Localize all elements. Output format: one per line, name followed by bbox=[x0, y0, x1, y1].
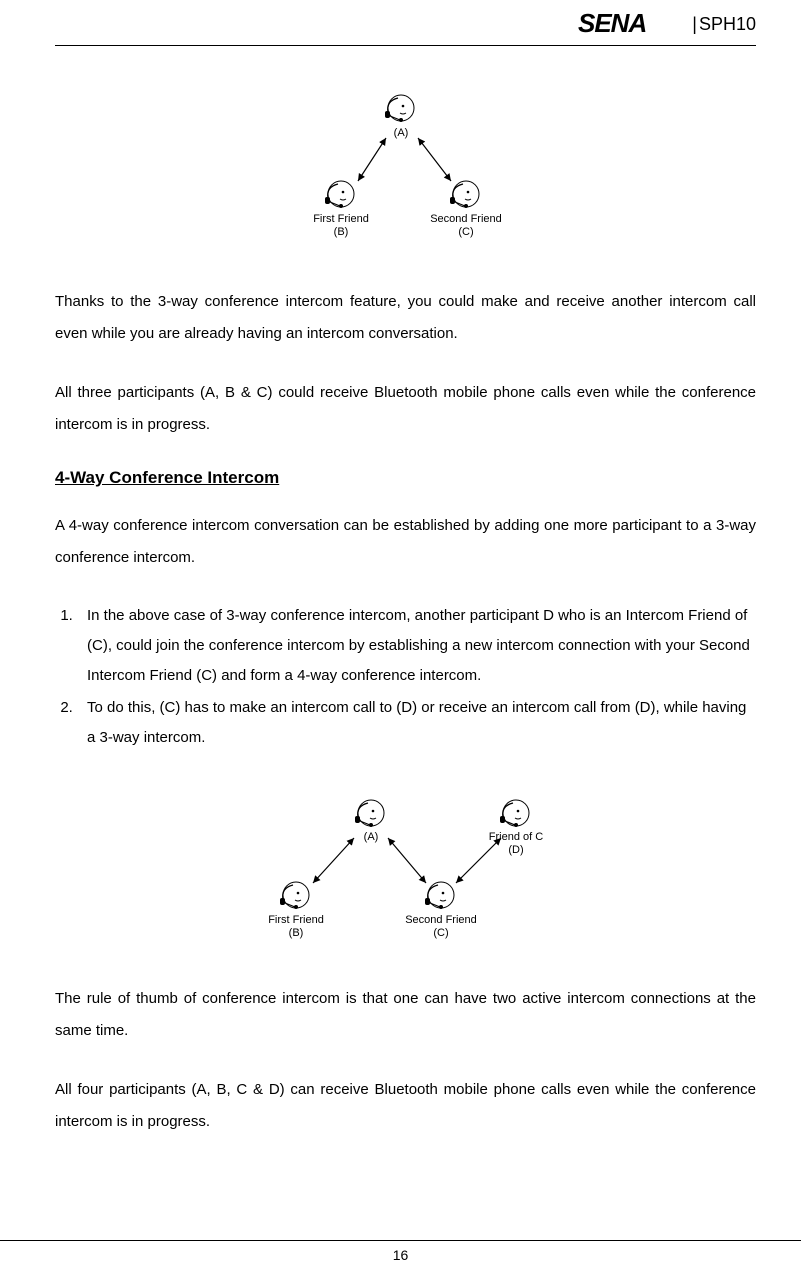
paragraph-2: All three participants (A, B & C) could … bbox=[55, 377, 756, 440]
diagram-4way: (A) First Friend (B) bbox=[55, 783, 756, 948]
svg-text:(B): (B) bbox=[333, 226, 348, 238]
svg-text:Second Friend: Second Friend bbox=[405, 914, 477, 926]
node-b-icon: First Friend (B) bbox=[313, 181, 369, 238]
svg-text:(A): (A) bbox=[363, 831, 378, 843]
diagram-3way: (A) First Friend (B) bbox=[55, 76, 756, 251]
page-header: SENA | SPH10 bbox=[55, 10, 756, 46]
node-a-icon: (A) bbox=[355, 800, 384, 843]
steps-list: In the above case of 3-way conference in… bbox=[55, 601, 756, 753]
node-d-icon: Friend of C (D) bbox=[488, 800, 542, 856]
paragraph-5: All four participants (A, B, C & D) can … bbox=[55, 1074, 756, 1137]
svg-text:(D): (D) bbox=[508, 844, 523, 856]
svg-text:First Friend: First Friend bbox=[313, 213, 369, 225]
node-c-icon: Second Friend (C) bbox=[405, 882, 477, 939]
step-1: In the above case of 3-way conference in… bbox=[77, 601, 756, 691]
node-b-icon: First Friend (B) bbox=[268, 882, 324, 939]
svg-text:Second Friend: Second Friend bbox=[430, 213, 502, 225]
heading-4way: 4-Way Conference Intercom bbox=[55, 468, 756, 488]
paragraph-3: A 4-way conference intercom conversation… bbox=[55, 510, 756, 573]
paragraph-1: Thanks to the 3-way conference intercom … bbox=[55, 286, 756, 349]
brand-text: SENA bbox=[578, 10, 646, 38]
page-number: 16 bbox=[393, 1247, 409, 1263]
svg-text:(B): (B) bbox=[288, 927, 303, 939]
svg-text:(C): (C) bbox=[458, 226, 473, 238]
svg-text:Friend of C: Friend of C bbox=[488, 831, 542, 843]
model-label: SPH10 bbox=[699, 14, 756, 39]
page-footer: 16 bbox=[0, 1240, 801, 1263]
page-container: SENA | SPH10 bbox=[0, 0, 801, 1281]
node-a-icon: (A) bbox=[385, 95, 414, 139]
header-separator: | bbox=[692, 14, 699, 39]
node-c-icon: Second Friend (C) bbox=[430, 181, 502, 238]
svg-text:(A): (A) bbox=[393, 127, 408, 139]
svg-text:First Friend: First Friend bbox=[268, 914, 324, 926]
brand-logo: SENA bbox=[578, 10, 688, 43]
svg-text:(C): (C) bbox=[433, 927, 448, 939]
paragraph-4: The rule of thumb of conference intercom… bbox=[55, 983, 756, 1046]
step-2: To do this, (C) has to make an intercom … bbox=[77, 693, 756, 753]
